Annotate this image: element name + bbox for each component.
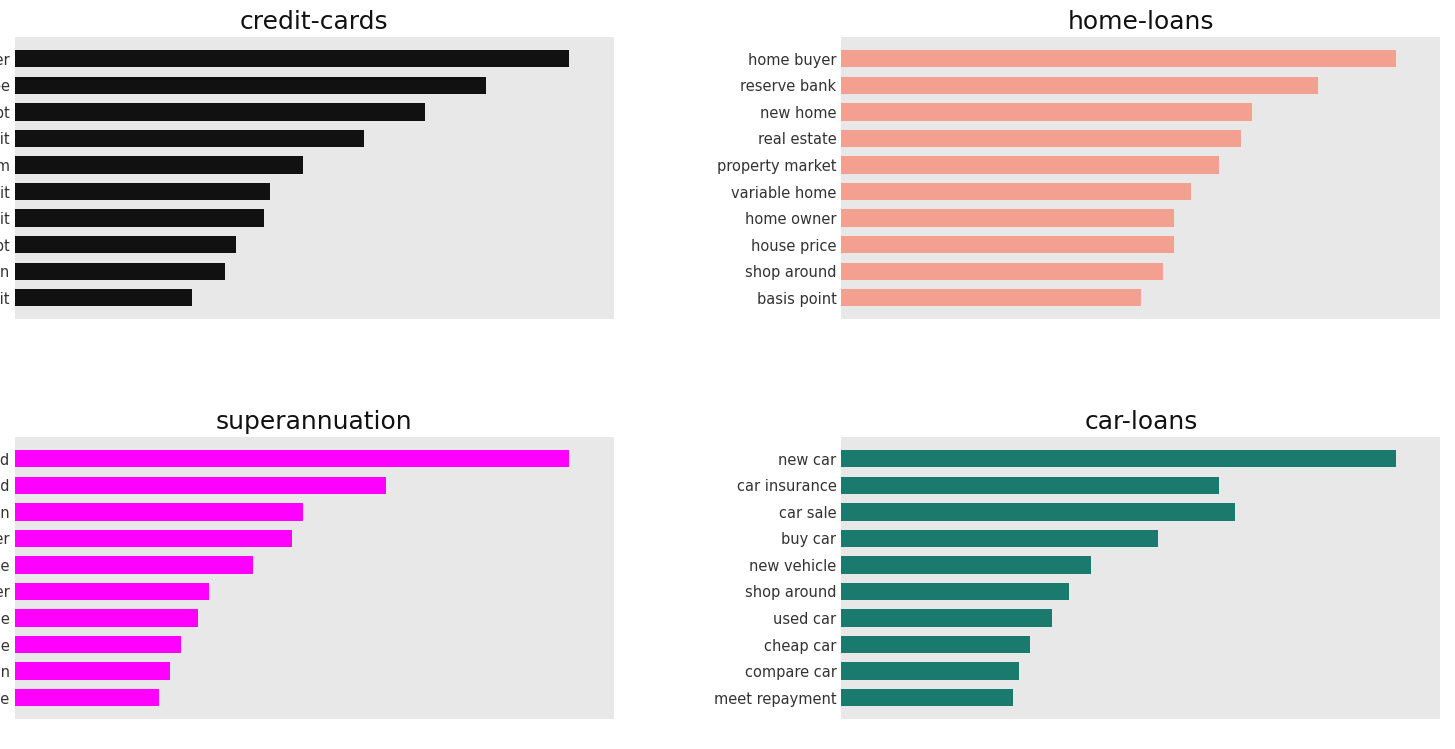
Title: home-loans: home-loans	[1068, 10, 1213, 34]
Bar	[841, 210, 1174, 227]
Bar	[15, 476, 386, 494]
Bar	[841, 503, 1235, 521]
Bar	[841, 130, 1241, 147]
Bar	[841, 530, 1158, 547]
Bar	[15, 289, 192, 306]
Bar	[15, 183, 269, 200]
Bar	[841, 77, 1318, 94]
Bar	[15, 236, 237, 253]
Title: car-loans: car-loans	[1084, 410, 1197, 434]
Bar	[841, 689, 1013, 706]
Bar	[841, 103, 1251, 121]
Bar	[841, 50, 1395, 67]
Bar	[15, 662, 170, 679]
Bar	[841, 610, 1052, 627]
Bar	[841, 557, 1091, 574]
Bar	[841, 236, 1174, 253]
Bar	[15, 157, 303, 174]
Bar	[15, 636, 180, 653]
Bar	[15, 262, 226, 280]
Title: superannuation: superannuation	[215, 410, 412, 434]
Bar	[15, 130, 364, 147]
Bar	[841, 262, 1163, 280]
Bar	[15, 530, 292, 547]
Bar	[841, 183, 1190, 200]
Bar	[15, 689, 159, 706]
Bar	[841, 289, 1141, 306]
Bar	[15, 210, 265, 227]
Bar	[15, 50, 569, 67]
Bar	[841, 476, 1218, 494]
Bar	[841, 450, 1395, 467]
Bar	[15, 610, 198, 627]
Title: credit-cards: credit-cards	[240, 10, 388, 34]
Bar	[15, 103, 425, 121]
Bar	[15, 77, 486, 94]
Bar	[15, 557, 253, 574]
Bar	[15, 583, 208, 600]
Bar	[15, 503, 303, 521]
Bar	[841, 583, 1069, 600]
Bar	[841, 662, 1018, 679]
Bar	[841, 157, 1218, 174]
Bar	[15, 450, 569, 467]
Bar	[841, 636, 1030, 653]
